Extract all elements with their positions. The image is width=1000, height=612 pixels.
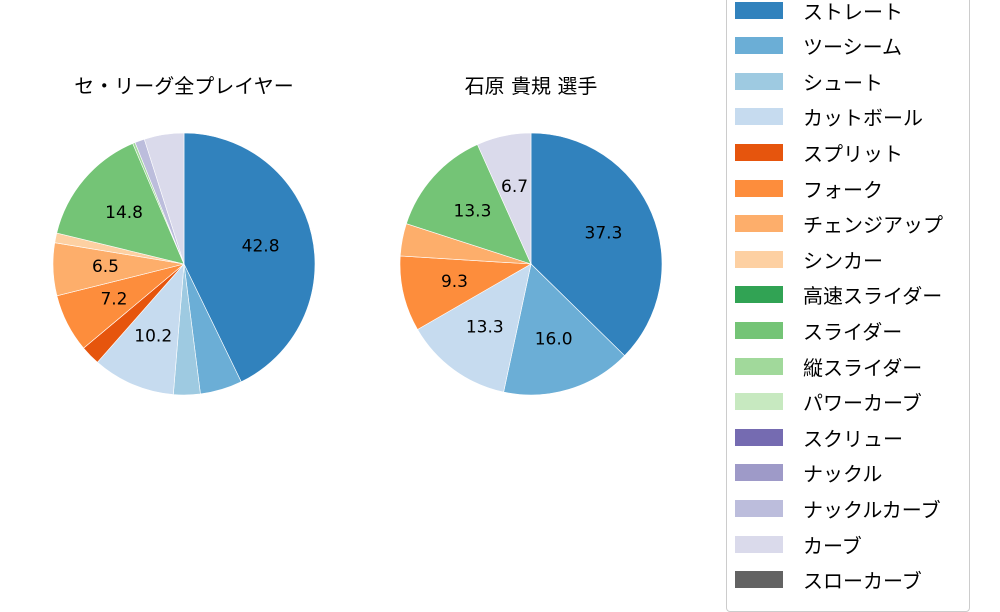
pie-slice <box>96 263 185 395</box>
legend-swatch <box>735 215 783 233</box>
legend-swatch <box>735 108 783 126</box>
legend-item: カーブ <box>735 532 862 558</box>
pie-slice <box>56 143 185 265</box>
legend-label: ストレート <box>803 0 903 24</box>
legend: ストレートツーシームシュートカットボール スプリットフォークチェンジアップ シンカー… <box>726 0 970 612</box>
league-pie-chart: 42.8 10.2 7.2 6.5 14.8 <box>52 132 316 396</box>
slice-label: 9.3 <box>441 272 468 292</box>
legend-item: シンカー <box>735 247 883 273</box>
legend-swatch <box>735 37 783 55</box>
legend-swatch <box>735 499 783 517</box>
slice-label: 37.3 <box>585 224 623 244</box>
legend-item: ストレート <box>735 0 903 24</box>
legend-label: パワーカーブ <box>803 391 922 416</box>
slice-label: 13.3 <box>454 202 492 222</box>
legend-swatch <box>735 143 783 161</box>
legend-label: スローカーブ <box>803 569 922 594</box>
left-chart-title: セ・リーグ全プレイヤー <box>74 74 294 98</box>
right-chart-title: 石原 貴規 選手 <box>464 74 598 98</box>
legend-swatch <box>735 72 783 90</box>
pie-slice <box>503 263 625 396</box>
pie-slice <box>183 132 316 383</box>
legend-swatch <box>735 393 783 411</box>
legend-swatch <box>735 357 783 375</box>
slice-label: 16.0 <box>535 329 573 349</box>
pie-slice <box>405 144 532 265</box>
legend-label: シンカー <box>803 248 883 273</box>
legend-item: パワーカーブ <box>735 390 922 416</box>
player-pie-chart: 37.3 16.0 13.3 9.3 13.3 6.7 <box>399 132 663 396</box>
pie-slice <box>477 132 532 265</box>
legend-label: スライダー <box>803 319 903 344</box>
legend-label: シュート <box>803 70 883 95</box>
legend-swatch <box>735 286 783 304</box>
legend-swatch <box>735 571 783 589</box>
legend-label: フォーク <box>803 177 883 202</box>
slice-label: 6.5 <box>92 257 119 277</box>
legend-label: ツーシーム <box>803 35 902 60</box>
legend-item: ナックル <box>735 461 883 487</box>
pie-slice <box>417 263 532 393</box>
legend-label: ナックル <box>803 462 883 487</box>
legend-item: ツーシーム <box>735 34 902 60</box>
legend-label: チェンジアップ <box>803 213 943 238</box>
legend-label: スプリット <box>803 141 903 166</box>
legend-swatch <box>735 1 783 19</box>
legend-label: カットボール <box>803 106 923 131</box>
legend-item: チェンジアップ <box>735 212 943 238</box>
legend-item: 縦スライダー <box>735 354 923 380</box>
legend-label: カーブ <box>803 533 862 558</box>
legend-item: スプリット <box>735 140 903 166</box>
slice-label: 42.8 <box>242 236 280 256</box>
legend-swatch <box>735 428 783 446</box>
legend-label: 縦スライダー <box>803 355 923 380</box>
legend-swatch <box>735 179 783 197</box>
legend-item: スローカーブ <box>735 568 922 594</box>
legend-item: シュート <box>735 69 883 95</box>
legend-label: 高速スライダー <box>803 284 943 309</box>
legend-label: ナックルカーブ <box>803 497 941 522</box>
slice-label: 14.8 <box>105 203 143 223</box>
legend-item: 高速スライダー <box>735 283 943 309</box>
legend-swatch <box>735 250 783 268</box>
legend-swatch <box>735 535 783 553</box>
slice-label: 7.2 <box>100 290 127 310</box>
legend-swatch <box>735 321 783 339</box>
legend-item: スライダー <box>735 318 903 344</box>
legend-swatch <box>735 464 783 482</box>
pie-slice <box>399 255 533 330</box>
legend-label: スクリュー <box>803 426 903 451</box>
pie-slice <box>530 132 663 357</box>
slice-label: 13.3 <box>466 318 504 338</box>
pie-slice <box>143 132 185 265</box>
legend-item: フォーク <box>735 176 883 202</box>
legend-item: カットボール <box>735 105 923 131</box>
legend-item: ナックルカーブ <box>735 496 941 522</box>
slice-label: 6.7 <box>501 177 528 197</box>
legend-item: スクリュー <box>735 425 903 451</box>
pie-charts: 42.8 10.2 7.2 6.5 14.8 37.3 16.0 13.3 9.3 13.3 6.… <box>52 132 663 396</box>
slice-label: 10.2 <box>134 326 172 346</box>
